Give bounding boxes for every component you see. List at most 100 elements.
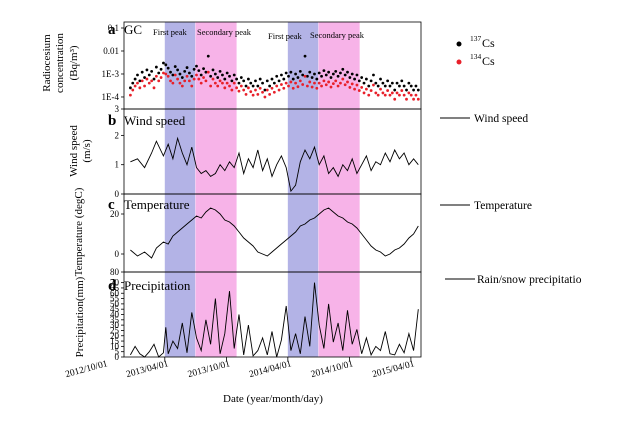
cs134-point	[346, 80, 349, 84]
data-marks	[129, 54, 420, 358]
cs137-point	[360, 76, 364, 79]
cs137-point	[355, 73, 359, 77]
cs137-point	[372, 73, 375, 77]
cs137-point	[178, 72, 182, 76]
cs134-point	[272, 90, 276, 94]
cs137-point	[228, 74, 231, 78]
cs134-point	[157, 79, 161, 83]
cs134-point	[254, 88, 257, 92]
cs134-point	[176, 77, 180, 81]
cs134-point	[211, 77, 215, 81]
cs137-point	[357, 79, 361, 83]
cs137-point	[398, 84, 401, 88]
x-tick-label: 2013/04/01	[125, 359, 170, 380]
cs137-point	[395, 81, 399, 85]
panel-d-ytick-label: 0	[115, 352, 120, 362]
cs134-point	[390, 91, 394, 95]
panel-d-ytick-label: 30	[110, 320, 120, 330]
cs137-point	[393, 88, 397, 92]
cs137-point	[138, 79, 142, 83]
cs137-point	[239, 76, 243, 79]
cs134-point	[388, 93, 392, 97]
cs137-point	[197, 69, 201, 73]
cs137-point	[405, 88, 408, 92]
cs137-point	[190, 74, 194, 78]
cs134-point	[164, 72, 168, 76]
cs134-point	[310, 85, 314, 89]
cs134-point	[416, 97, 420, 101]
cs134-point	[289, 80, 293, 84]
cs134-point	[409, 93, 413, 97]
panel-a-ytick-label: 1E-4	[102, 92, 120, 102]
cs137-point	[327, 70, 331, 74]
cs137-point	[346, 70, 349, 74]
band-first-peak-1	[164, 22, 196, 357]
cs134-point	[218, 79, 222, 83]
cs137-point	[409, 84, 413, 88]
cs134-point	[386, 89, 390, 92]
cs137-point	[192, 67, 196, 71]
panel-d-ytick-label: 25	[110, 325, 120, 335]
cs137-point	[296, 76, 300, 79]
cs137-point	[251, 84, 255, 88]
cs137-point	[298, 69, 302, 73]
cs134-point	[301, 83, 305, 86]
cs134-point	[367, 93, 371, 97]
cs137-point	[237, 81, 241, 85]
cs137-point	[308, 70, 312, 74]
cs137-point	[145, 68, 149, 72]
panel-a-title: GC	[124, 22, 142, 37]
cs137-point	[147, 73, 151, 77]
cs137-point	[180, 76, 184, 79]
cs137-point	[350, 72, 354, 76]
cs137-point	[143, 76, 146, 79]
cs137-point	[317, 71, 321, 75]
cs137-point	[388, 84, 392, 88]
cs137-point	[235, 77, 238, 81]
cs137-point	[150, 69, 154, 73]
cs134-point	[339, 81, 342, 85]
cs134-point	[405, 97, 408, 101]
cs134-point	[277, 88, 281, 92]
cs137-point	[374, 81, 378, 85]
cs134-point	[242, 88, 246, 92]
cs134-point	[383, 93, 387, 97]
cs137-point	[263, 88, 267, 92]
cs134-point	[270, 86, 274, 90]
cs134-point	[258, 86, 262, 90]
cs137-point	[275, 74, 279, 78]
cs137-point	[159, 67, 163, 71]
cs137-point	[369, 79, 373, 83]
cs134-point	[275, 84, 279, 88]
cs134-point	[159, 76, 163, 79]
cs137-point	[379, 77, 382, 81]
cs137-point	[364, 77, 368, 81]
cs134-point	[138, 86, 142, 90]
panel-d-ylabel: Precipitation(mm)	[74, 276, 86, 357]
panel-d-letter: d	[108, 278, 117, 294]
panel-d-ytick-label: 60	[110, 288, 120, 298]
cs134-point	[308, 80, 312, 84]
cs137-point	[367, 84, 371, 88]
panel-d-ytick-label: 55	[110, 294, 120, 304]
cs137-point	[183, 69, 187, 73]
legend-137cs-base: Cs	[482, 36, 495, 50]
cs134-point	[239, 84, 243, 88]
cs137-point	[152, 77, 156, 81]
cs134-point	[291, 86, 295, 90]
cs134-point	[235, 86, 238, 90]
panel-a-ytick-label: 1E-3	[102, 69, 120, 79]
cs134-point	[246, 86, 250, 90]
legend-134cs-sup: 134	[470, 52, 482, 61]
legend-137cs-sup: 137	[470, 34, 482, 43]
cs134-point	[341, 77, 345, 81]
cs134-point	[334, 79, 338, 83]
cs134-point	[287, 84, 290, 88]
cs134-point	[282, 86, 286, 90]
cs134-point	[296, 85, 300, 89]
cs134-point	[303, 74, 307, 78]
cs134-point	[213, 81, 217, 85]
cs137-point	[339, 71, 342, 75]
cs134-point	[353, 87, 356, 91]
cs137-point	[199, 73, 203, 77]
